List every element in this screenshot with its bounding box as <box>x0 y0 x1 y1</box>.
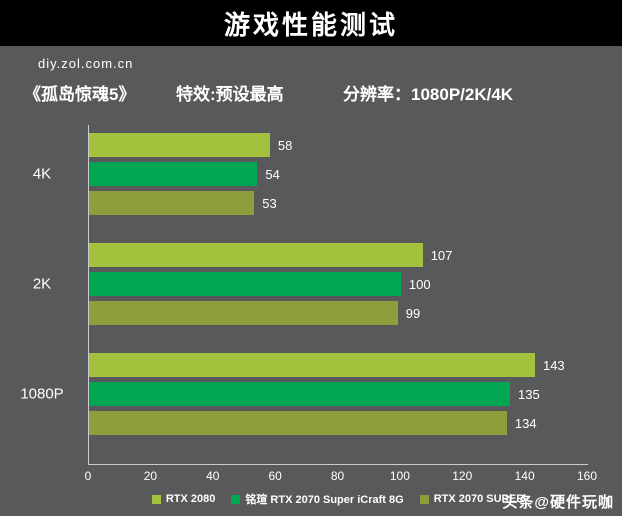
site-url: diy.zol.com.cn <box>38 56 134 71</box>
legend-item: RTX 2070 SUPER <box>419 493 525 505</box>
bar-value-label: 53 <box>262 195 277 211</box>
x-tick-label: 0 <box>84 469 92 483</box>
category-label: 2K <box>32 275 52 293</box>
x-tick-label: 60 <box>268 469 282 483</box>
bar-row: 100 <box>89 272 588 296</box>
x-axis: 0 20 40 60 80 100 120 140 160 <box>85 469 597 485</box>
watermark: 头条@硬件玩咖 <box>502 494 614 511</box>
x-tick-label: 100 <box>389 469 410 483</box>
x-tick-label: 40 <box>206 469 220 483</box>
subtitle-game: 《孤岛惊魂5》 <box>24 85 136 104</box>
bar-value-label: 54 <box>265 166 280 182</box>
chart-plot-area: 4K 58 54 53 2K 107 100 99 1080P 143 135 134 <box>20 125 588 465</box>
bar <box>89 353 535 377</box>
bar <box>89 411 507 435</box>
x-tick-label: 20 <box>143 469 158 483</box>
legend-label: RTX 2070 SUPER <box>433 493 525 505</box>
bar-value-label: 58 <box>277 137 293 153</box>
bar-value-label: 134 <box>514 415 537 431</box>
bar-value-label: 143 <box>542 357 565 373</box>
bar-group-1080P: 1080P 143 135 134 <box>20 353 588 435</box>
subtitle-resolution: 分辨率：1080P/2K/4K <box>343 85 514 104</box>
x-tick-label: 120 <box>452 469 473 483</box>
page-title: 游戏性能测试 <box>223 9 398 40</box>
bar-row: 53 <box>89 191 588 215</box>
bar-group-2K: 2K 107 100 99 <box>33 243 588 325</box>
bar-row: 143 <box>89 353 588 377</box>
bar-value-label: 135 <box>518 386 540 402</box>
bar <box>89 301 398 325</box>
bar-row: 54 <box>89 162 588 186</box>
category-label: 1080P <box>20 385 64 403</box>
bar-value-label: 99 <box>405 305 421 321</box>
bar-row: 99 <box>89 301 588 325</box>
bar-row: 134 <box>89 411 588 435</box>
category-label: 4K <box>32 165 52 183</box>
subtitle-effects: 特效:预设最高 <box>176 85 284 104</box>
legend-item: RTX 2080 <box>151 493 216 505</box>
bar-row: 135 <box>89 382 588 406</box>
bar <box>89 191 255 215</box>
legend: RTX 2080 铭瑄 RTX 2070 Super iCraft 8G RTX 2… <box>88 491 588 507</box>
legend-item: 铭瑄 RTX 2070 Super iCraft 8G <box>231 491 404 507</box>
bar <box>89 382 511 406</box>
legend-label: RTX 2080 <box>165 493 216 505</box>
title-bar: 游戏性能测试 <box>0 0 622 46</box>
bar <box>89 162 258 186</box>
bar-row: 58 <box>89 133 588 157</box>
bar <box>89 243 423 267</box>
bar-value-label: 100 <box>408 276 431 292</box>
legend-swatch <box>151 494 161 504</box>
legend-label: 铭瑄 RTX 2070 Super iCraft 8G <box>245 494 404 506</box>
legend-swatch <box>419 494 429 504</box>
bar-group-4K: 4K 58 54 53 <box>33 133 588 215</box>
x-tick-label: 140 <box>514 469 535 483</box>
bar-row: 107 <box>89 243 588 267</box>
bar <box>89 272 401 296</box>
legend-swatch <box>231 494 241 504</box>
x-tick-label: 160 <box>576 469 598 483</box>
bar-value-label: 107 <box>430 247 453 263</box>
x-tick-label: 80 <box>330 469 345 483</box>
bar <box>89 133 270 157</box>
